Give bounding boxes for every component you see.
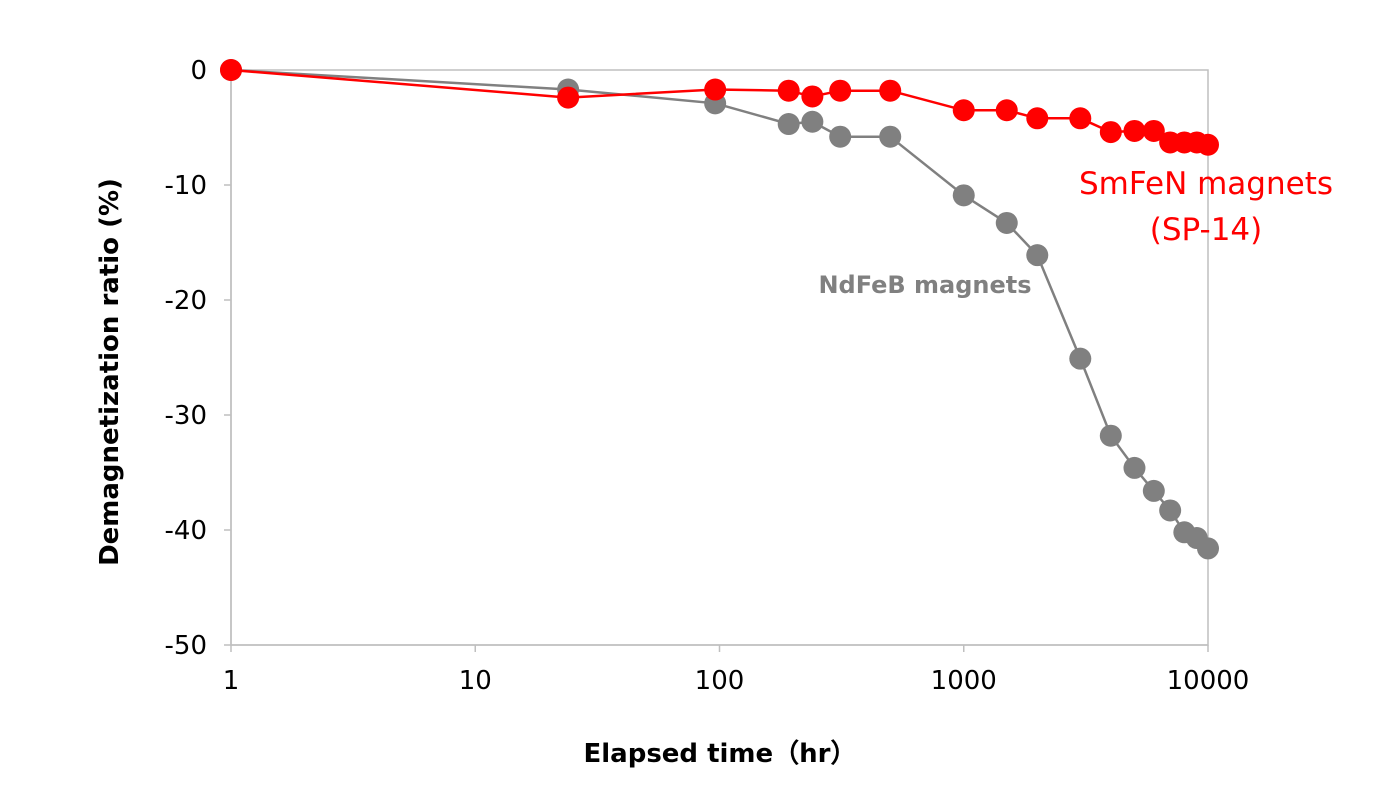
y-axis-title: Demagnetization ratio (%) xyxy=(95,178,125,566)
data-point xyxy=(829,79,852,102)
data-point xyxy=(1099,424,1122,447)
data-point xyxy=(1069,347,1092,370)
x-tick-label: 10 xyxy=(459,666,492,696)
plot-area-frame xyxy=(230,69,1209,646)
data-point xyxy=(1123,119,1146,142)
data-point xyxy=(952,99,975,122)
data-point xyxy=(1026,244,1049,267)
data-point xyxy=(1197,537,1219,560)
data-point xyxy=(704,78,727,101)
data-point xyxy=(1069,107,1092,130)
data-point xyxy=(879,125,902,148)
data-point xyxy=(879,79,902,102)
data-point xyxy=(777,79,800,102)
y-tick-label: -30 xyxy=(165,401,207,431)
data-point xyxy=(801,85,824,108)
x-tick-label: 10000 xyxy=(1167,666,1250,696)
y-tick-label: -50 xyxy=(165,631,207,661)
data-point xyxy=(995,211,1018,234)
data-point xyxy=(1142,479,1165,502)
y-tick-label: -10 xyxy=(165,171,207,201)
x-tick-label: 1 xyxy=(223,666,240,696)
x-tick-label: 1000 xyxy=(931,666,997,696)
data-point xyxy=(1099,121,1122,144)
data-point xyxy=(1123,456,1146,479)
data-point xyxy=(777,113,800,136)
x-tick-label: 100 xyxy=(695,666,745,696)
y-tick-label: -40 xyxy=(165,516,207,546)
y-tick-label: -20 xyxy=(165,286,207,316)
data-point xyxy=(220,59,242,81)
data-point xyxy=(801,110,824,133)
y-tick-label: 0 xyxy=(190,56,207,86)
series-0 xyxy=(220,59,1219,560)
series-label-smfen: SmFeN magnets xyxy=(1079,166,1333,202)
x-axis-title: Elapsed time（hr） xyxy=(583,739,856,769)
data-point xyxy=(1159,499,1182,522)
series-layer xyxy=(220,59,1219,560)
series-line xyxy=(230,68,1209,550)
series-label-ndfeb: NdFeB magnets xyxy=(818,271,1031,299)
series-1 xyxy=(220,59,1219,156)
data-point xyxy=(952,184,975,207)
data-point xyxy=(1197,133,1219,156)
data-point xyxy=(557,86,580,109)
data-point xyxy=(1026,107,1049,130)
axes: 0 -10 -20 -30 -40 -50 1 10 100 1000 10000 xyxy=(165,56,1250,696)
data-point xyxy=(829,125,852,148)
data-point xyxy=(995,99,1018,122)
data-point xyxy=(1142,119,1165,142)
series-label-smfen-line2: (SP-14) xyxy=(1150,212,1263,248)
